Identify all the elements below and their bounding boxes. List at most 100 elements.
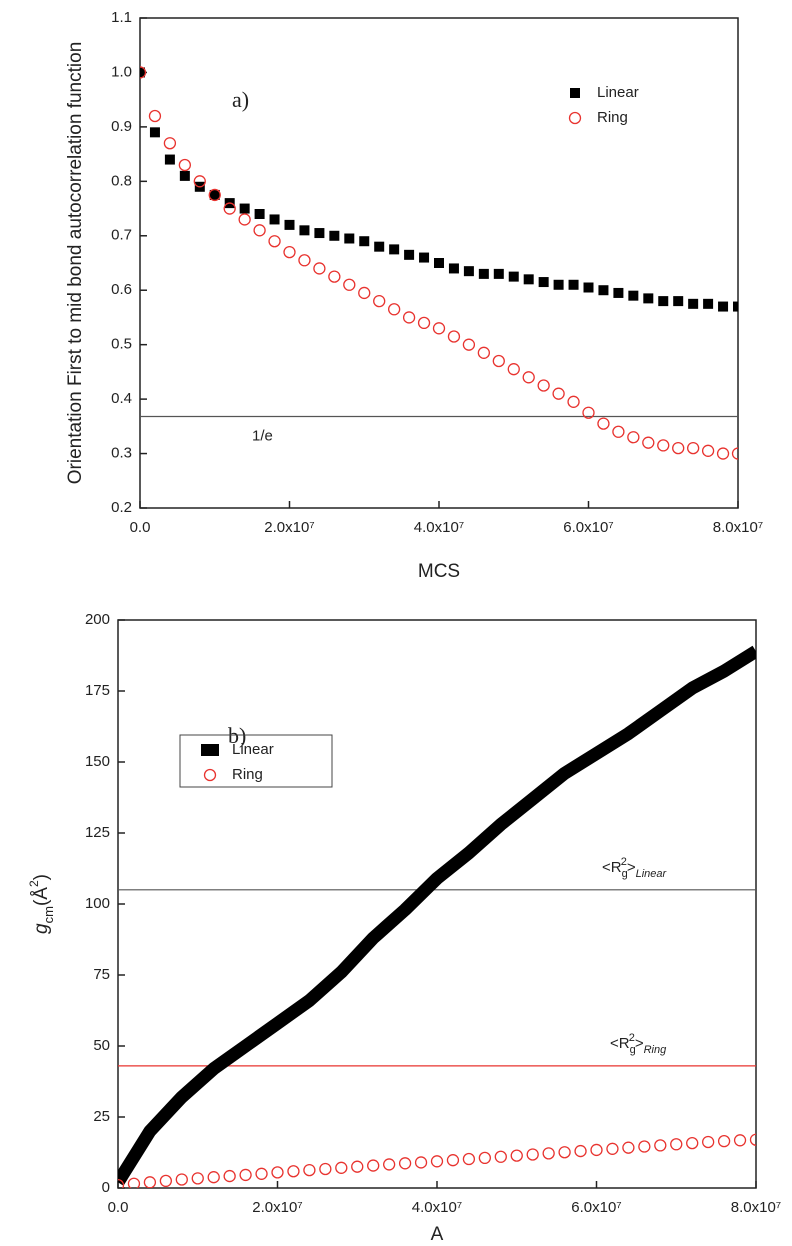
marker <box>508 271 519 282</box>
marker <box>606 1142 619 1155</box>
reference-label-part: g <box>630 1044 636 1056</box>
marker <box>493 268 504 279</box>
marker <box>193 175 206 188</box>
reference-label-part: > <box>627 859 636 876</box>
marker <box>731 447 738 460</box>
y-axis-label-part: 2 <box>27 880 41 887</box>
y-tick-label: 0.9 <box>111 118 132 135</box>
y-axis-label: gcm(Å2) <box>27 874 56 934</box>
marker <box>567 395 580 408</box>
marker <box>143 1176 157 1188</box>
series <box>140 67 738 312</box>
marker <box>253 224 266 237</box>
marker <box>223 202 236 215</box>
y-tick-label: 0 <box>102 1179 110 1196</box>
marker <box>343 278 356 291</box>
marker <box>448 263 459 274</box>
y-axis-label: Orientation First to mid bond autocorrel… <box>65 42 86 485</box>
marker <box>568 279 579 290</box>
panel-label: a) <box>232 87 249 112</box>
marker <box>574 1144 587 1158</box>
marker <box>446 1154 460 1167</box>
marker <box>673 296 684 307</box>
marker <box>658 296 669 307</box>
y-tick-label: 75 <box>93 966 110 983</box>
y-tick-label: 100 <box>85 895 110 912</box>
marker <box>643 293 654 304</box>
marker <box>447 330 461 343</box>
marker <box>733 301 738 312</box>
marker <box>140 66 147 79</box>
marker <box>163 137 177 150</box>
x-tick-label: 4.0x10⁷ <box>412 1199 462 1216</box>
marker <box>255 1167 268 1180</box>
marker <box>716 447 730 460</box>
y-tick-label: 0.3 <box>111 445 132 462</box>
marker <box>702 1135 715 1149</box>
reference-label-part: <R <box>602 859 622 876</box>
marker <box>175 1173 188 1186</box>
marker <box>328 270 341 283</box>
marker <box>191 1172 204 1185</box>
series <box>118 645 756 1186</box>
legend-label: Linear <box>232 741 274 758</box>
y-tick-label: 50 <box>93 1037 110 1054</box>
y-tick-label: 150 <box>85 753 110 770</box>
reference-label-part: 1/e <box>252 428 273 445</box>
marker <box>526 1148 539 1161</box>
marker <box>398 1157 412 1170</box>
marker <box>612 425 625 438</box>
marker <box>284 219 295 230</box>
marker <box>434 258 444 268</box>
marker <box>627 431 640 444</box>
marker <box>582 406 595 419</box>
marker <box>271 1166 284 1179</box>
reference-label-part: 2 <box>629 1032 635 1044</box>
legend-frame <box>179 734 333 788</box>
marker <box>552 387 565 400</box>
y-tick-label: 175 <box>85 682 110 699</box>
marker <box>358 286 371 300</box>
marker <box>686 1136 699 1150</box>
y-tick-label: 25 <box>93 1108 110 1125</box>
marker <box>597 417 610 430</box>
x-axis-label: A <box>431 1224 444 1245</box>
marker <box>283 245 296 259</box>
reference-label-part: Linear <box>636 868 668 880</box>
marker <box>628 290 639 301</box>
x-tick-label: 0.0 <box>108 1199 129 1216</box>
marker <box>164 154 175 165</box>
reference-label-part: g <box>622 868 628 880</box>
marker <box>319 1162 332 1176</box>
marker <box>478 268 489 279</box>
legend-marker <box>568 111 582 125</box>
y-tick-label: 200 <box>85 611 110 628</box>
marker <box>329 230 340 241</box>
reference-label: <Rg2>Ring <box>610 1032 667 1056</box>
series-line <box>118 645 756 1186</box>
reference-label-part: > <box>635 1035 644 1052</box>
marker <box>178 158 192 172</box>
marker <box>523 274 534 285</box>
marker <box>613 287 624 298</box>
marker <box>287 1165 300 1178</box>
marker <box>159 1174 173 1188</box>
marker <box>239 203 250 214</box>
x-tick-label: 8.0x10⁷ <box>731 1199 781 1216</box>
marker <box>299 225 310 236</box>
marker <box>179 170 190 181</box>
marker <box>314 228 325 239</box>
marker <box>417 316 431 330</box>
marker <box>344 233 355 244</box>
marker <box>510 1149 523 1162</box>
marker <box>148 109 162 123</box>
marker <box>367 1159 380 1172</box>
marker <box>654 1139 667 1152</box>
legend-label: Linear <box>597 84 639 101</box>
y-tick-label: 1.1 <box>111 9 132 26</box>
x-tick-label: 6.0x10⁷ <box>571 1199 621 1216</box>
marker <box>335 1161 348 1174</box>
marker <box>558 1146 571 1159</box>
marker <box>622 1141 635 1154</box>
marker <box>382 1158 396 1171</box>
